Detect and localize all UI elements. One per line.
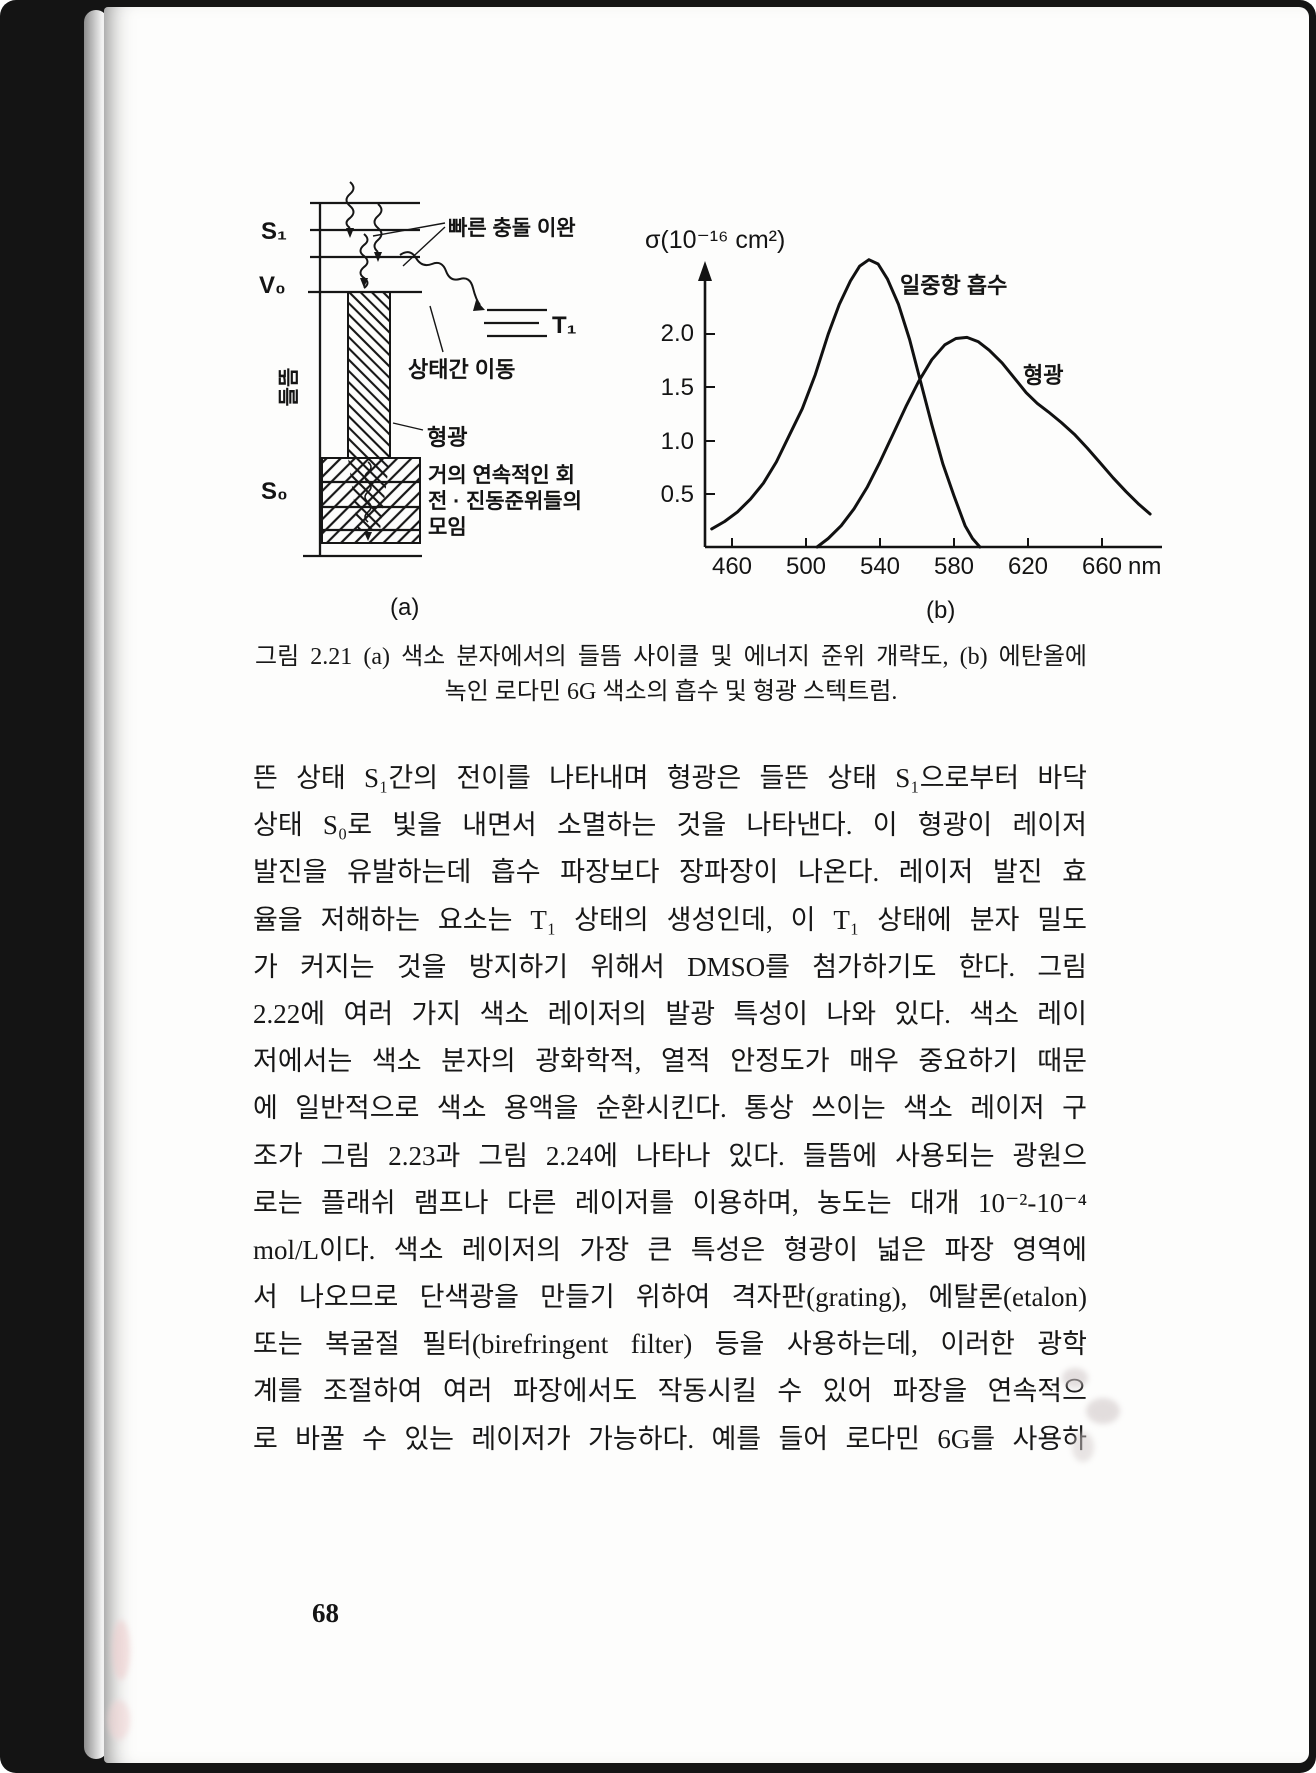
body-line: 발진을 유발하는데 흡수 파장보다 장파장이 나온다. 레이저 발진 효	[253, 857, 1087, 888]
body-line: 계를 조절하여 여러 파장에서도 작동시킬 수 있어 파장을 연속적으	[253, 1376, 1087, 1407]
body-line: 조가 그림 2.23과 그림 2.24에 나타나 있다. 들뜸에 사용되는 광원…	[253, 1140, 1087, 1171]
y-tick-2.0: 2.0	[660, 320, 694, 347]
crosshatch-funnel	[348, 458, 390, 530]
annotation-fast-collision-relaxation: 빠른 충돌 이완	[448, 217, 576, 240]
level-label-v0: V₀	[259, 272, 286, 299]
axis-ticks	[705, 333, 1103, 547]
body-line: 저에서는 색소 분자의 광화학적, 열적 안정도가 매우 중요하기 때문	[253, 1046, 1087, 1077]
energy-level-diagram	[303, 181, 547, 558]
relaxation-squiggle-arrows	[345, 181, 481, 523]
body-line: 뜬 상태 S₁간의 전이를 나타내며 형광은 들뜬 상태 S₁으로부터 바닥	[253, 763, 1087, 793]
x-tick-540: 540	[859, 553, 901, 580]
callout-lines	[372, 222, 446, 431]
panel-a-label: (a)	[390, 594, 420, 621]
scan-artifact	[108, 1700, 130, 1740]
figure-caption-line1: 그림 2.21 (a) 색소 분자에서의 들뜸 사이클 및 에너지 준위 개략도…	[255, 644, 1087, 670]
body-line: 가 커지는 것을 방지하기 위해서 DMSO를 첨가하기도 한다. 그림	[253, 951, 1087, 982]
fluorescence-curve-label: 형광	[1023, 363, 1064, 388]
y-tick-1.5: 1.5	[660, 374, 694, 401]
level-label-s0: S₀	[261, 478, 288, 505]
scan-artifact	[1062, 1368, 1088, 1388]
body-line: 에 일반적으로 색소 용액을 순환시킨다. 통상 쓰이는 색소 레이저 구	[253, 1093, 1087, 1124]
annotation-s0-band-line3: 모임	[428, 516, 467, 539]
chart-axes	[703, 277, 1162, 549]
y-tick-0.5: 0.5	[660, 481, 694, 508]
panel-b-label: (b)	[926, 597, 956, 624]
page-number: 68	[312, 1598, 339, 1628]
annotation-fluorescence: 형광	[427, 425, 468, 450]
y-tick-1.0: 1.0	[660, 428, 694, 455]
body-line: 율을 저해하는 요소는 T₁ 상태의 생성인데, 이 T₁ 상태에 분자 밀도	[253, 904, 1087, 935]
fluorescence-column-hatch	[347, 291, 391, 459]
book-page	[104, 7, 1309, 1763]
x-tick-460: 460	[711, 553, 753, 580]
body-line: 서 나오므로 단색광을 만들기 위하여 격자판(grating), 에탈론(et…	[253, 1282, 1087, 1313]
t1-level-lines	[484, 308, 547, 338]
spectrum-chart	[698, 258, 1162, 549]
annotation-excitation-vertical: 들뜸	[278, 367, 301, 407]
y-axis-label: σ(10⁻¹⁶ cm²)	[645, 226, 786, 254]
body-paragraph: 뜬 상태 S₁간의 전이를 나타내며 형광은 들뜬 상태 S₁으로부터 바닥 상…	[253, 755, 1087, 1463]
level-label-s1: S₁	[261, 218, 287, 245]
absorption-curve	[710, 258, 982, 549]
body-line: 로 바꿀 수 있는 레이저가 가능하다. 예를 들어 로다민 6G를 사용하	[253, 1423, 1087, 1454]
x-axis-unit: nm	[1128, 553, 1162, 580]
x-tick-660: 660	[1081, 553, 1123, 580]
body-line: 상태 S₀로 빛을 내면서 소멸하는 것을 나타낸다. 이 형광이 레이저	[253, 810, 1087, 841]
annotation-intersystem-crossing: 상태간 이동	[408, 357, 516, 382]
x-tick-620: 620	[1007, 553, 1049, 580]
squiggle-arrowheads	[346, 228, 485, 541]
x-tick-580: 580	[933, 553, 975, 580]
body-line: 또는 복굴절 필터(birefringent filter) 등을 사용하는데,…	[253, 1329, 1087, 1360]
figure-caption-line2: 녹인 로다민 6G 색소의 흡수 및 형광 스텍트럼.	[444, 679, 898, 705]
absorption-curve-label: 일중항 흡수	[900, 273, 1008, 298]
scan-artifact	[1072, 1432, 1094, 1462]
body-line: 로는 플래쉬 램프나 다른 레이저를 이용하며, 농도는 대개 10⁻²-10⁻…	[253, 1187, 1087, 1218]
y-axis-arrowhead	[698, 261, 712, 281]
body-line: mol/L이다. 색소 레이저의 가장 큰 특성은 형광이 넓은 파장 영역에	[253, 1234, 1087, 1265]
x-tick-500: 500	[785, 553, 827, 580]
body-line: 2.22에 여러 가지 색소 레이저의 발광 특성이 나와 있다. 색소 레이	[253, 998, 1087, 1029]
scan-artifact	[1086, 1398, 1120, 1424]
scan-artifact	[112, 1620, 130, 1680]
level-label-t1: T₁	[552, 312, 577, 339]
fluorescence-curve	[815, 335, 1152, 549]
annotation-s0-band-line2: 전 · 진동준위들의	[428, 490, 582, 513]
annotation-s0-band-line1: 거의 연속적인 회	[428, 464, 575, 487]
